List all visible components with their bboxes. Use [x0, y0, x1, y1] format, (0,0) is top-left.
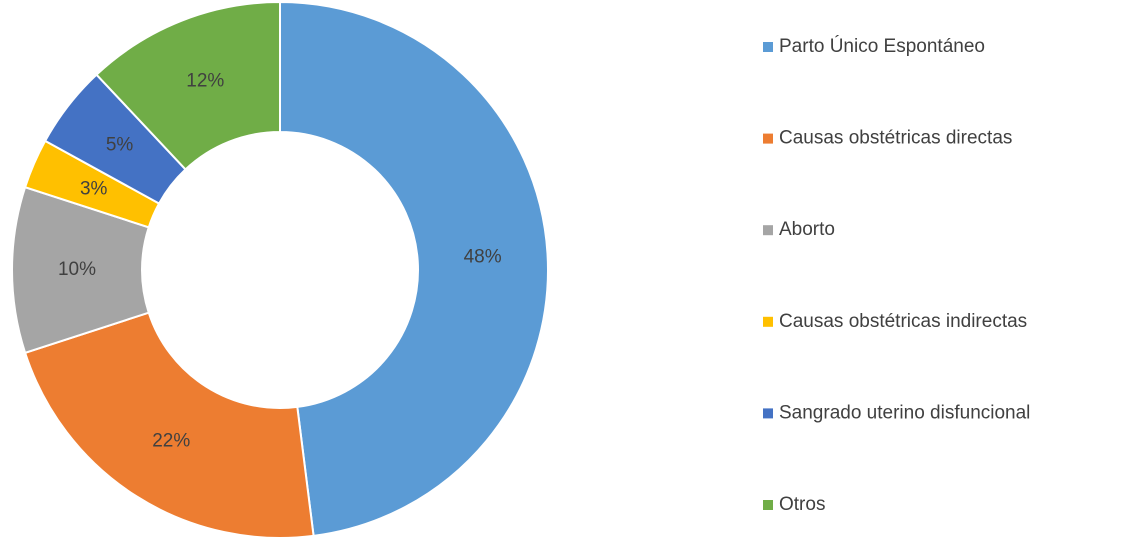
legend-swatch [763, 316, 773, 327]
legend-swatch [763, 133, 773, 144]
legend-label: Causas obstétricas indirectas [779, 311, 1027, 332]
donut-segment [23, 311, 315, 539]
data-label: 22% [152, 430, 190, 451]
legend-label: Parto Único Espontáneo [779, 35, 985, 57]
data-label: 5% [106, 135, 134, 156]
legend-label: Aborto [779, 219, 835, 240]
data-label: 10% [58, 259, 96, 280]
legend-swatch [763, 225, 773, 236]
legend-swatch [763, 500, 773, 510]
legend-swatch [763, 408, 773, 419]
legend-label: Causas obstétricas directas [779, 128, 1012, 149]
data-label: 3% [80, 178, 108, 199]
donut-segment [279, 0, 549, 538]
legend-swatch [763, 42, 773, 52]
data-label: 48% [464, 246, 502, 267]
legend-label: Otros [779, 494, 825, 515]
data-label: 12% [186, 70, 224, 91]
legend-label: Sangrado uterino disfuncional [779, 402, 1030, 423]
donut-segment [95, 0, 281, 171]
